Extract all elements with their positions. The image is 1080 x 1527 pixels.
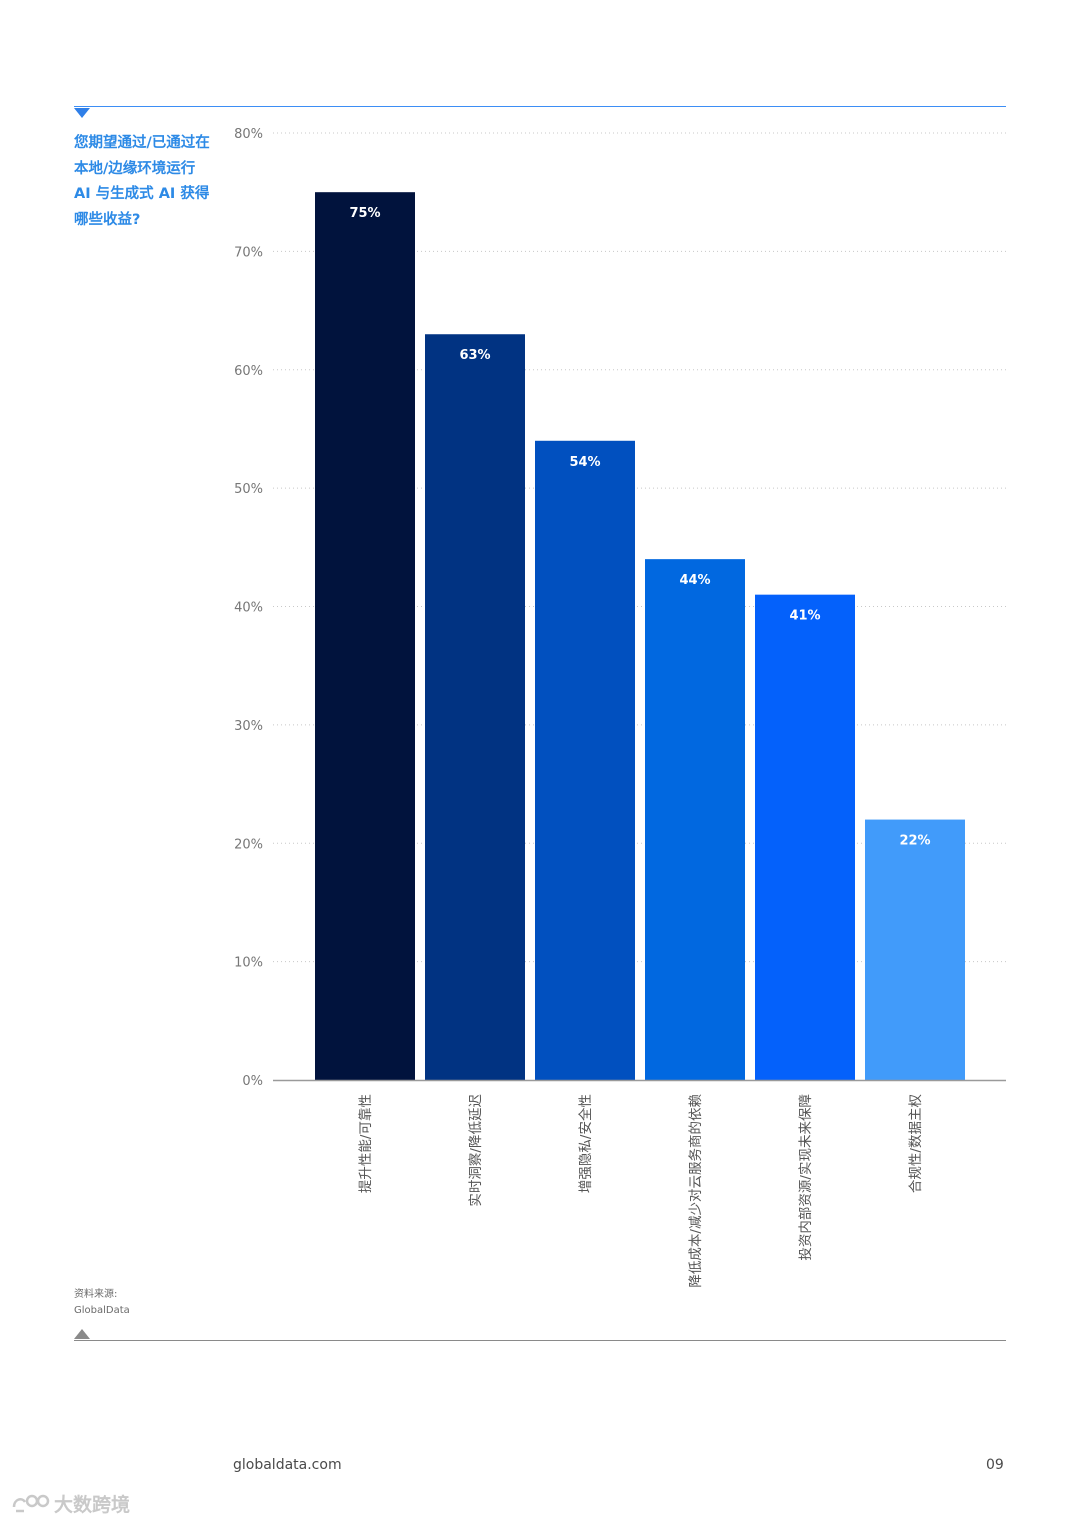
bar — [535, 440, 635, 1080]
y-tick-label: 30% — [234, 719, 263, 734]
source-note: 资料来源: GlobalData — [74, 1287, 130, 1319]
page-number: 09 — [986, 1457, 1004, 1473]
y-tick-label: 40% — [234, 601, 263, 616]
bar — [865, 819, 965, 1080]
chart-question: 您期望通过/已通过在本地/边缘环境运行 AI 与生成式 AI 获得哪些收益? — [74, 135, 210, 228]
bar — [755, 594, 855, 1080]
source-label: 资料来源: — [74, 1289, 118, 1300]
source-name: GlobalData — [74, 1305, 130, 1316]
bottom-rule — [74, 1340, 1006, 1341]
watermark: 大数跨境 — [10, 1490, 130, 1517]
logo-icon — [12, 1494, 50, 1512]
bar-value-label: 22% — [899, 834, 930, 849]
bar-value-label: 44% — [679, 573, 710, 588]
bar — [425, 334, 525, 1080]
y-tick-label: 10% — [234, 956, 263, 971]
y-tick-label: 0% — [242, 1074, 263, 1089]
y-tick-label: 50% — [234, 482, 263, 497]
y-tick-label: 70% — [234, 245, 263, 260]
bar-value-label: 41% — [789, 609, 820, 624]
footer-url[interactable]: globaldata.com — [233, 1457, 342, 1473]
bar-value-label: 63% — [459, 348, 490, 363]
x-category-label: 增强隐私/安全性 — [577, 1094, 594, 1193]
bar-value-label: 75% — [349, 206, 380, 221]
bar — [645, 559, 745, 1080]
x-category-label: 提升性能/可靠性 — [358, 1094, 374, 1193]
y-tick-label: 80% — [234, 127, 263, 142]
bar-chart: 0% 10% 20% 30% 40% 50% 60% 70% 80% 75% 提升性能/可靠性 63%… — [234, 127, 1006, 1288]
triangle-down-icon — [74, 108, 90, 118]
x-category-label: 降低成本/减少对云服务商的依赖 — [688, 1094, 704, 1288]
bar-value-label: 54% — [569, 455, 600, 470]
bar — [315, 192, 415, 1080]
y-tick-label: 20% — [234, 837, 263, 852]
top-rule — [74, 106, 1006, 107]
triangle-up-icon — [74, 1329, 90, 1339]
watermark-text: 大数跨境 — [54, 1494, 131, 1516]
y-tick-label: 60% — [234, 364, 263, 379]
x-category-label: 实时洞察/降低延迟 — [467, 1094, 484, 1207]
x-category-label: 合规性/数据主权 — [907, 1094, 924, 1194]
x-category-label: 投资内部资源/实现未来保障 — [798, 1094, 814, 1261]
